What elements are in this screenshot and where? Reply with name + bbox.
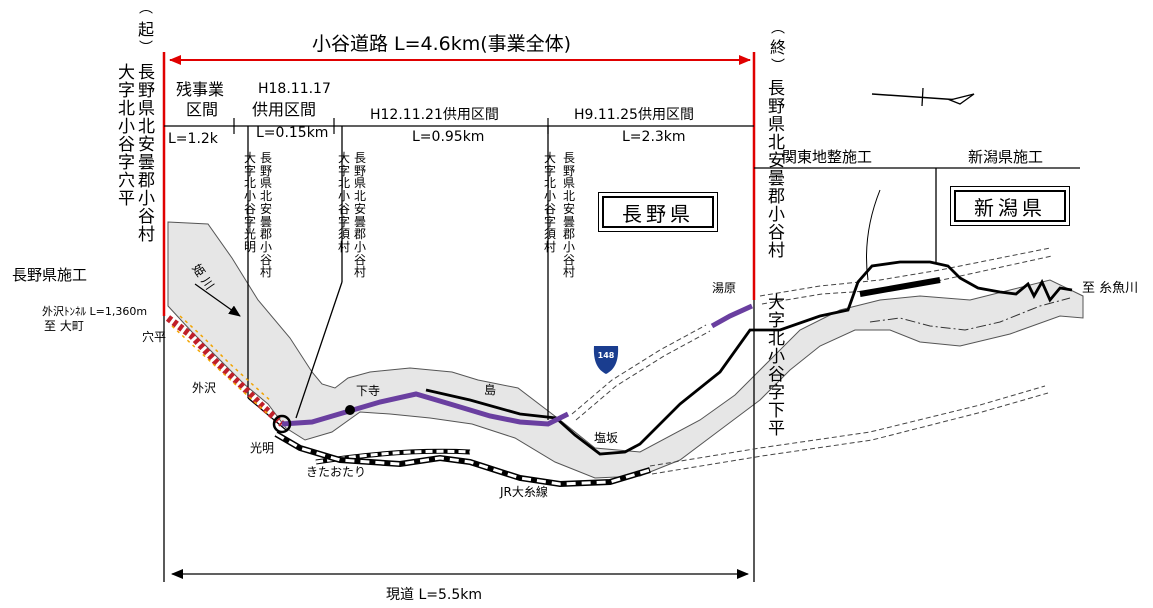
- start-address-main: 長野県北安曇郡小谷村: [138, 63, 155, 246]
- remaining-section-road: [165, 315, 285, 427]
- remaining-section-label-2: 区間: [186, 100, 219, 119]
- h9-section-label: H9.11.25供用区間: [574, 107, 694, 123]
- boundary-3-address-sub: 大字北小谷字須村: [544, 151, 557, 255]
- kanto-construction-label: 関東地整施工: [782, 148, 873, 166]
- end-label: 終: [770, 38, 787, 57]
- current-road-label: 現道 L=5.5km: [386, 587, 482, 603]
- nagano-prefecture-box: 長野県: [598, 192, 718, 232]
- shimodera-label: 下寺: [356, 384, 381, 398]
- nagano-prefecture-label: 長野県: [622, 201, 694, 226]
- opened-section-road: [281, 391, 570, 427]
- to-omachi-label: 至 大町: [44, 319, 84, 333]
- remaining-section-length: L=1.2k: [168, 131, 218, 147]
- start-label: 起: [138, 20, 155, 39]
- shiosaka-label: 塩坂: [594, 431, 619, 445]
- h12-section-label: H12.11.21供用区間: [370, 107, 499, 123]
- boundary-2-address-sub: 大字北小谷字須村: [338, 151, 351, 255]
- kitaotari-label: きたおたり: [306, 465, 367, 479]
- end-address-main: 長野県北安曇郡小谷村: [768, 79, 785, 262]
- start-paren-bottom: ）: [137, 40, 153, 54]
- niigata-prefecture-box: 新潟県: [950, 186, 1070, 226]
- h18-section-date: H18.11.17: [258, 81, 331, 97]
- komyo-label: 光明: [250, 441, 275, 455]
- north-arrow-icon: [871, 87, 975, 107]
- start-paren-top: （: [137, 0, 153, 14]
- tozawa-label: 外沢: [192, 381, 217, 395]
- h18-section-label: 供用区間: [252, 100, 317, 119]
- end-paren-bottom: ）: [769, 58, 785, 72]
- nagano-construction-label: 長野県施工: [12, 266, 88, 284]
- niigata-prefecture-label: 新潟県: [974, 195, 1046, 220]
- jr-oito-line-label: JR大糸線: [500, 485, 548, 499]
- boundary-3-address-main: 長野県北安曇郡小谷村: [563, 151, 576, 280]
- shima-label: 島: [484, 383, 497, 397]
- route-148-shield-icon: [593, 346, 619, 374]
- end-paren-top: （: [769, 20, 785, 34]
- realigned-road: [425, 260, 1073, 456]
- route-148-number: 148: [597, 351, 615, 360]
- shimodera-marker: [345, 405, 355, 415]
- niigata-construction-label: 新潟県施工: [968, 148, 1044, 166]
- to-itoigawa-label: 至 糸魚川: [1082, 281, 1139, 296]
- h12-section-length: L=0.95km: [412, 129, 485, 145]
- himekawa-river: [167, 221, 1084, 479]
- remaining-section-label-1: 残事業: [176, 80, 225, 99]
- h9-section-length: L=2.3km: [622, 129, 686, 145]
- anadaira-label: 穴平: [142, 330, 167, 344]
- boundary-1-address-sub: 大字北小谷字光明: [244, 151, 257, 255]
- h18-section-length: L=0.15km: [256, 125, 329, 141]
- boundary-2-address-main: 長野県北安曇郡小谷村: [354, 151, 367, 280]
- boundary-1-address-main: 長野県北安曇郡小谷村: [260, 151, 273, 280]
- yubara-label: 湯原: [712, 281, 737, 295]
- tozawa-tunnel-label: 外沢ﾄﾝﾈﾙ L=1,360m: [42, 305, 148, 318]
- end-address-sub: 大字北小谷字下平: [768, 293, 785, 440]
- project-title: 小谷道路 L=4.6km(事業全体): [312, 33, 572, 55]
- start-address-sub: 大字北小谷字穴平: [118, 63, 135, 210]
